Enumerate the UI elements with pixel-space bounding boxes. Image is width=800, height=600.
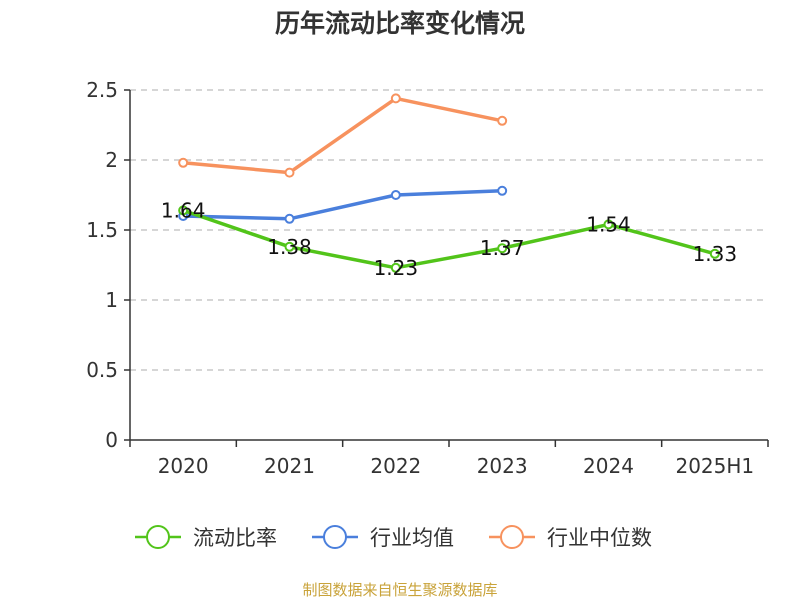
data-point [497,243,508,254]
data-label: 1.54 [586,212,631,236]
legend-label: 行业中位数 [547,526,652,550]
source-note: 制图数据来自恒生聚源数据库 [302,581,497,599]
x-tick-label: 2020 [158,454,209,478]
data-label: 1.37 [480,236,525,260]
data-point [178,157,189,168]
y-tick-label: 0 [105,428,118,452]
y-tick-label: 1.5 [86,218,118,242]
data-point [390,190,401,200]
data-label: 1.38 [267,235,312,259]
legend: 流动比率 行业均值 行业中位数 [135,525,652,550]
legend-item[interactable]: 行业中位数 [489,525,652,550]
data-point [709,248,720,259]
legend-label: 行业均值 [370,526,454,550]
data-label: 1.64 [161,198,206,222]
legend-label: 流动比率 [193,526,277,550]
series-line [181,208,717,270]
data-label: 1.33 [693,242,738,266]
x-tick-label: 2022 [370,454,421,478]
legend-item[interactable]: 行业均值 [312,525,454,550]
legend-marker-icon [146,525,170,549]
data-point [390,262,401,273]
data-point [284,241,295,252]
data-point [497,115,508,126]
grid [130,89,768,371]
x-tick-label: 2024 [583,454,634,478]
legend-marker-icon [500,525,524,549]
x-tick-label: 2025H1 [675,454,754,478]
data-point [603,219,614,230]
legend-item[interactable]: 流动比率 [135,525,277,550]
series-line [181,189,504,221]
data-labels: 1.64 1.38 1.23 1.37 1.54 1.33 [161,198,737,279]
series [178,93,720,273]
y-tick-label: 1 [105,288,118,312]
x-tick-label: 2023 [477,454,528,478]
chart-title: 历年流动比率变化情况 [275,9,525,38]
axes: 0 0.5 1 1.5 2 2.5 2020 2021 2022 2023 2024 2025H1 [86,78,769,478]
data-point [497,185,508,196]
data-point [390,93,401,104]
data-point [284,213,295,224]
y-tick-label: 0.5 [86,358,118,382]
data-point [284,167,295,178]
data-point [178,205,189,216]
y-tick-label: 2 [105,148,118,172]
series-line [181,96,504,175]
y-tick-label: 2.5 [86,78,118,102]
data-label: 1.23 [374,256,419,280]
legend-marker-icon [323,525,347,549]
x-tick-label: 2021 [264,454,315,478]
